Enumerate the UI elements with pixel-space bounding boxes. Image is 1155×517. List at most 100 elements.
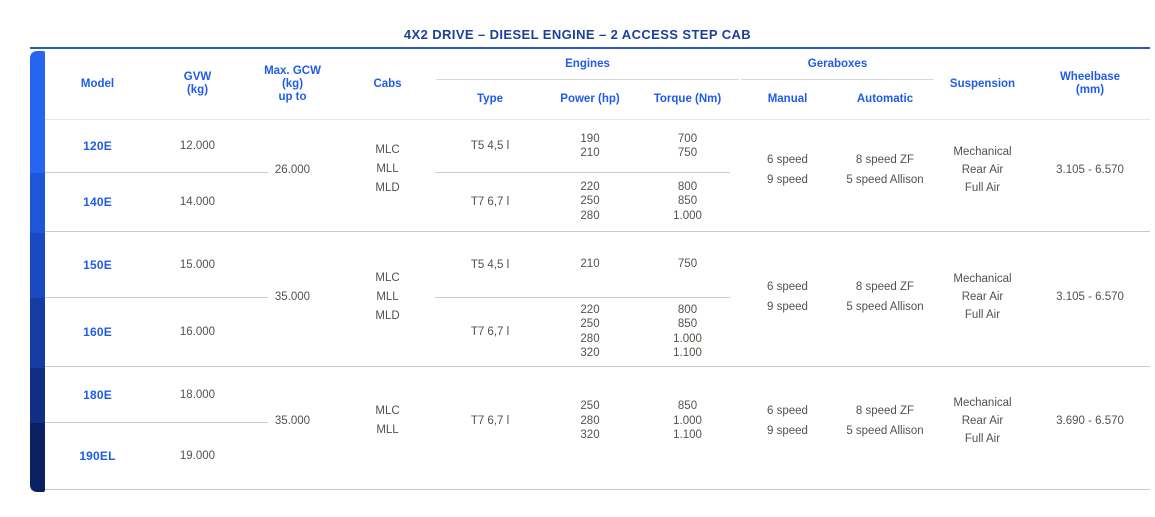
gcw-cell: 35.000 — [274, 291, 311, 303]
power-cell: 220 250 280 — [580, 180, 600, 222]
header-gcw: Max. GCW (kg) up to — [245, 49, 340, 119]
header-suspension-label: Suspension — [949, 77, 1016, 90]
header-automatic: Automatic — [856, 93, 914, 105]
model-cell: 120E — [45, 120, 150, 172]
model-name: 140E — [83, 194, 112, 209]
suspension-cell: Mechanical Rear Air Full Air — [953, 145, 1012, 194]
power-cell: 220 250 280 320 — [580, 303, 600, 360]
header-wheelbase-label: Wheelbase (mm) — [1059, 71, 1121, 96]
model-column: 120E 140E — [45, 120, 150, 231]
torque-column: 750 800 850 1.000 1.100 — [635, 232, 740, 366]
model-cell: 190EL — [45, 422, 150, 489]
header-manual: Manual — [767, 93, 808, 105]
gvw-column: 18.000 19.000 — [150, 367, 245, 489]
header-gvw: GVW (kg) — [150, 49, 245, 119]
wheelbase-cell: 3.690 - 6.570 — [1056, 415, 1124, 427]
model-cell: 150E — [45, 232, 150, 297]
torque-cell: 750 — [677, 258, 698, 271]
gvw-cell: 14.000 — [179, 195, 216, 208]
model-name: 180E — [83, 387, 112, 402]
torque-cell: 800 850 1.000 — [673, 180, 702, 222]
torque-cell: 850 1.000 1.100 — [673, 400, 702, 442]
row-group-120e-140e: 120E 140E 12.000 14.000 26.000 MLC MLL M… — [30, 120, 1150, 232]
row-group-180e-190el: 180E 190EL 18.000 19.000 35.000 MLC MLL … — [30, 367, 1150, 490]
model-cell: 160E — [45, 297, 150, 366]
manual-gearbox-cell: 6 speed 9 speed — [767, 405, 808, 437]
gcw-cell: 35.000 — [274, 415, 311, 427]
cabs-cell: MLC MLL — [375, 405, 400, 436]
row-divider — [45, 172, 268, 173]
row-divider — [45, 297, 268, 298]
engines-subheaders: Type Power (hp) Torque (Nm) — [435, 80, 740, 119]
row-divider — [435, 297, 730, 298]
row-divider — [435, 172, 730, 173]
automatic-gearbox-cell: 8 speed ZF 5 speed Allison — [846, 281, 924, 313]
engine-type-cell: T7 6,7 l — [470, 325, 510, 338]
header-wheelbase: Wheelbase (mm) — [1030, 49, 1150, 119]
wheelbase-cell: 3.105 - 6.570 — [1056, 291, 1124, 303]
power-column: 190 210 220 250 280 — [545, 120, 635, 231]
gvw-column: 15.000 16.000 — [150, 232, 245, 366]
gvw-cell: 18.000 — [179, 388, 216, 401]
header-engines-group: Engines Type Power (hp) Torque (Nm) — [435, 49, 740, 119]
engines-group-label: Engines — [565, 58, 610, 70]
page-title: 4X2 DRIVE – DIESEL ENGINE – 2 ACCESS STE… — [403, 27, 752, 42]
row-divider — [45, 422, 268, 423]
automatic-gearbox-cell: 8 speed ZF 5 speed Allison — [846, 405, 924, 437]
engine-type-cell: T7 6,7 l — [470, 195, 510, 208]
engine-type-column: T5 4,5 l T7 6,7 l — [435, 120, 545, 231]
model-column: 180E 190EL — [45, 367, 150, 489]
gvw-cell: 19.000 — [179, 449, 216, 462]
header-gearboxes-group: Geraboxes Manual Automatic — [740, 49, 935, 119]
cabs-cell: MLC MLL MLD — [375, 144, 400, 194]
header-gvw-label: GVW (kg) — [183, 71, 212, 96]
spec-table: Model GVW (kg) Max. GCW (kg) up to Cabs … — [30, 47, 1150, 492]
header-suspension: Suspension — [935, 49, 1030, 119]
gvw-cell: 12.000 — [179, 140, 216, 152]
engine-type-cell: T5 4,5 l — [470, 258, 510, 271]
row-group-150e-160e: 150E 160E 15.000 16.000 35.000 MLC MLL M… — [30, 232, 1150, 367]
model-cell: 180E — [45, 367, 150, 422]
header-power: Power (hp) — [560, 93, 620, 105]
header-torque: Torque (Nm) — [653, 93, 722, 105]
power-cell: 250 280 320 — [580, 400, 600, 442]
gvw-cell: 15.000 — [179, 258, 216, 271]
table-header: Model GVW (kg) Max. GCW (kg) up to Cabs … — [30, 49, 1150, 120]
engine-type-column: T5 4,5 l T7 6,7 l — [435, 232, 545, 366]
gvw-cell: 16.000 — [179, 325, 216, 338]
engine-type-cell: T7 6,7 l — [470, 415, 510, 427]
header-model-label: Model — [80, 77, 115, 90]
gearboxes-group-underline — [741, 79, 934, 80]
model-name: 150E — [83, 257, 112, 272]
engine-type-cell: T5 4,5 l — [470, 140, 510, 152]
gearboxes-subheaders: Manual Automatic — [740, 80, 935, 119]
cabs-cell: MLC MLL MLD — [375, 271, 400, 322]
model-cell: 140E — [45, 172, 150, 231]
header-cabs: Cabs — [340, 49, 435, 119]
model-column: 150E 160E — [45, 232, 150, 366]
header-cabs-label: Cabs — [373, 77, 402, 90]
model-name: 120E — [83, 139, 112, 153]
header-model: Model — [45, 49, 150, 119]
gearboxes-group-label: Geraboxes — [807, 58, 868, 70]
manual-gearbox-cell: 6 speed 9 speed — [767, 153, 808, 186]
model-name: 160E — [83, 324, 112, 339]
torque-cell: 800 850 1.000 1.100 — [673, 303, 702, 360]
wheelbase-cell: 3.105 - 6.570 — [1056, 163, 1124, 176]
model-name: 190EL — [79, 448, 116, 463]
gvw-column: 12.000 14.000 — [150, 120, 245, 231]
suspension-cell: Mechanical Rear Air Full Air — [953, 273, 1012, 321]
automatic-gearbox-cell: 8 speed ZF 5 speed Allison — [846, 153, 924, 186]
power-cell: 210 — [580, 258, 600, 271]
engines-group-underline — [436, 79, 739, 80]
power-column: 210 220 250 280 320 — [545, 232, 635, 366]
suspension-cell: Mechanical Rear Air Full Air — [953, 397, 1012, 445]
power-cell: 190 210 — [580, 132, 600, 160]
gcw-cell: 26.000 — [274, 163, 311, 176]
header-gcw-label: Max. GCW (kg) up to — [264, 64, 321, 103]
header-engine-type: Type — [477, 93, 503, 105]
torque-cell: 700 750 — [677, 132, 698, 160]
manual-gearbox-cell: 6 speed 9 speed — [767, 281, 808, 313]
accent-bar — [30, 51, 45, 492]
torque-column: 700 750 800 850 1.000 — [635, 120, 740, 231]
